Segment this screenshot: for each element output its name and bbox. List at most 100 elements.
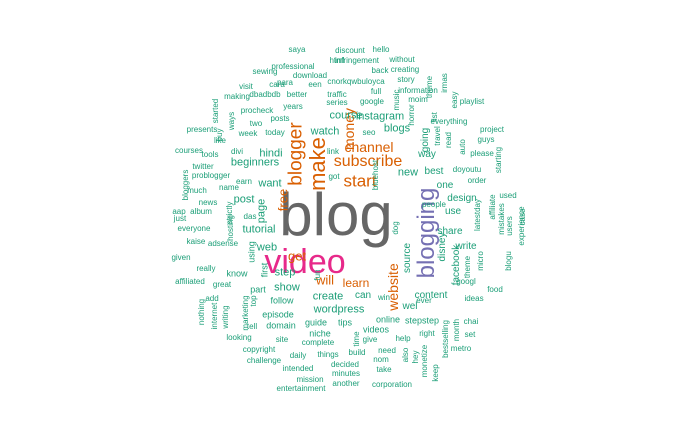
word-site: site (275, 335, 289, 344)
word-subscribe: subscribe (333, 153, 403, 170)
word-content: content (414, 290, 448, 301)
word-first: first (259, 262, 270, 278)
word-playlist: playlist (459, 97, 485, 106)
word-can: can (354, 290, 372, 301)
word-everyone: everyone (177, 224, 211, 233)
word-series: series (326, 98, 348, 107)
word-problogger: problogger (191, 171, 231, 180)
word-metro: metro (450, 344, 472, 353)
word-right: right (419, 329, 435, 338)
word-will: will (315, 272, 335, 288)
word-doyoutu: doyoutu (452, 165, 482, 174)
word-new: new (397, 166, 419, 179)
word-create: create (312, 290, 344, 303)
word-visit: visit (239, 82, 253, 91)
word-two: two (249, 119, 263, 128)
word-need: need (378, 346, 396, 355)
word-corporation: corporation (371, 380, 413, 389)
word-part: part (250, 284, 266, 295)
word-chai: chai (463, 317, 479, 326)
word-infringement: infringement (334, 56, 380, 65)
word-got: got (328, 172, 340, 181)
word-list: list (430, 112, 439, 122)
word-write: write (455, 241, 477, 252)
word-make: make (305, 137, 330, 191)
word-minutes: minutes (331, 369, 361, 378)
word-travel: travel (433, 126, 442, 146)
word-strictly: strictly (225, 201, 234, 225)
word-seo: seo (362, 128, 376, 137)
word-ways: ways (227, 111, 236, 131)
word-one: one (436, 180, 454, 191)
word-album: album (190, 207, 212, 216)
word-top: top (249, 295, 258, 307)
word-much: much (187, 186, 207, 195)
word-bloggers: bloggers (181, 169, 190, 201)
word-nom: nom (373, 355, 389, 364)
word-twitter: twitter (192, 162, 214, 171)
word-irmas: irmas (440, 73, 449, 93)
word-keep: keep (431, 364, 440, 382)
word-para: para (276, 78, 294, 87)
word-stepstep: stepstep (404, 315, 440, 326)
word-like: like (213, 136, 227, 145)
word-moim: moim (408, 95, 428, 104)
word-users: users (505, 216, 514, 236)
word-full: full (370, 87, 382, 96)
word-bestselling: bestselling (441, 320, 450, 358)
word-case: case (518, 208, 527, 226)
word-ever: ever (416, 296, 432, 305)
word-dbadbdb: dbadbdb (249, 90, 281, 99)
word-please: please (470, 149, 494, 158)
word-nothing: nothing (197, 298, 206, 326)
word-build: build (348, 348, 366, 357)
word-dog: dog (391, 221, 400, 235)
word-given: given (171, 253, 191, 262)
word-challenge: challenge (246, 356, 282, 365)
word-blogger: blogger (285, 122, 307, 186)
word-easy: easy (450, 91, 459, 109)
word-time: time (352, 331, 361, 347)
word-win: win (377, 293, 391, 302)
word-better: better (286, 90, 308, 99)
word-used: used (499, 191, 517, 200)
word-aap: aap (172, 207, 186, 216)
word-courses: courses (174, 146, 204, 155)
word-fun: fun (313, 269, 322, 281)
word-course: course (329, 109, 363, 122)
word-information: information (398, 86, 438, 95)
word-kaise: kaise (186, 237, 206, 246)
word-ideas: ideas (464, 294, 484, 303)
word-blogu: blogu (504, 251, 513, 271)
word-online: online (375, 314, 401, 325)
word-order: order (467, 176, 487, 185)
word-guide: guide (304, 317, 328, 328)
word-take: take (376, 365, 392, 374)
word-theme: theme (463, 255, 472, 279)
word-een: een (308, 80, 322, 89)
word-das: das (243, 212, 257, 221)
word-hey: hey (411, 350, 420, 364)
word-latestday: latestday (473, 198, 482, 232)
word-just: just (173, 214, 187, 223)
word-free: free (275, 188, 291, 212)
word-writing: writing (221, 305, 230, 329)
word-blogs: blogs (383, 122, 411, 135)
word-give: give (362, 335, 378, 344)
word-affiliate: affiliate (488, 194, 497, 220)
word-cnorkqwbuloyca: cnorkqwbuloyca (327, 77, 385, 86)
word-get: get (287, 248, 307, 264)
word-use: use (444, 206, 462, 217)
word-follow: follow (270, 295, 294, 306)
word-design: design (447, 193, 477, 204)
word-domain: domain (266, 320, 296, 331)
word-using: using (246, 241, 257, 263)
word-everything: everything (430, 117, 468, 126)
word-episode: episode (262, 309, 294, 320)
word-decided: decided (330, 360, 360, 369)
word-best: best (424, 166, 444, 177)
word-news: news (198, 198, 218, 207)
word-wel: wel (402, 301, 418, 312)
word-niche: niche (309, 328, 331, 339)
word-start: start (343, 171, 377, 191)
